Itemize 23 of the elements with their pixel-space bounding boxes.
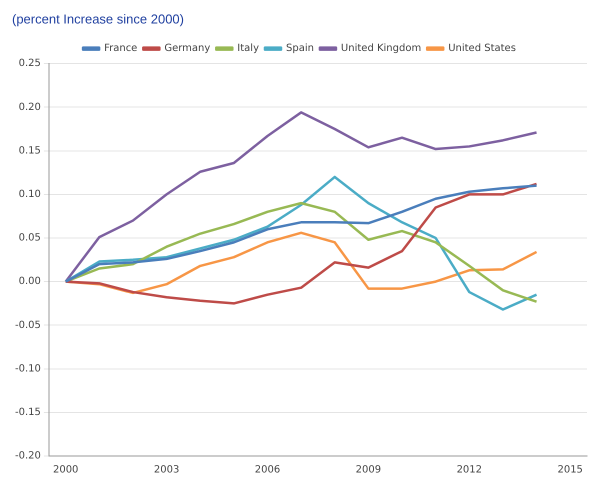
y-tick-label: 0.10 (18, 188, 41, 200)
x-tick-label: 2000 (52, 464, 78, 476)
legend-label: United Kingdom (340, 43, 422, 54)
chart-title: (percent Increase since 2000) (12, 11, 184, 26)
y-tick-label: -0.10 (15, 363, 41, 374)
legend-label: Italy (237, 43, 260, 54)
legend-label: Spain (286, 43, 314, 54)
legend-label: France (104, 43, 138, 54)
y-tick-label: 0.20 (18, 102, 41, 113)
y-tick-label: 0.15 (18, 145, 41, 156)
x-tick-label: 2015 (557, 464, 583, 476)
x-tick-label: 2012 (456, 464, 482, 476)
y-tick-label: 0.25 (18, 58, 41, 70)
legend-label: Germany (164, 43, 210, 54)
y-tick-label: 0.00 (18, 276, 41, 288)
x-tick-label: 2006 (254, 464, 280, 476)
y-tick-label: 0.05 (18, 232, 41, 244)
y-tick-label: -0.15 (15, 406, 41, 418)
x-tick-label: 2009 (356, 464, 382, 476)
x-tick-label: 2003 (154, 464, 180, 476)
y-tick-label: -0.20 (15, 450, 41, 462)
y-tick-label: -0.05 (15, 320, 41, 331)
legend-label: United States (448, 43, 516, 54)
